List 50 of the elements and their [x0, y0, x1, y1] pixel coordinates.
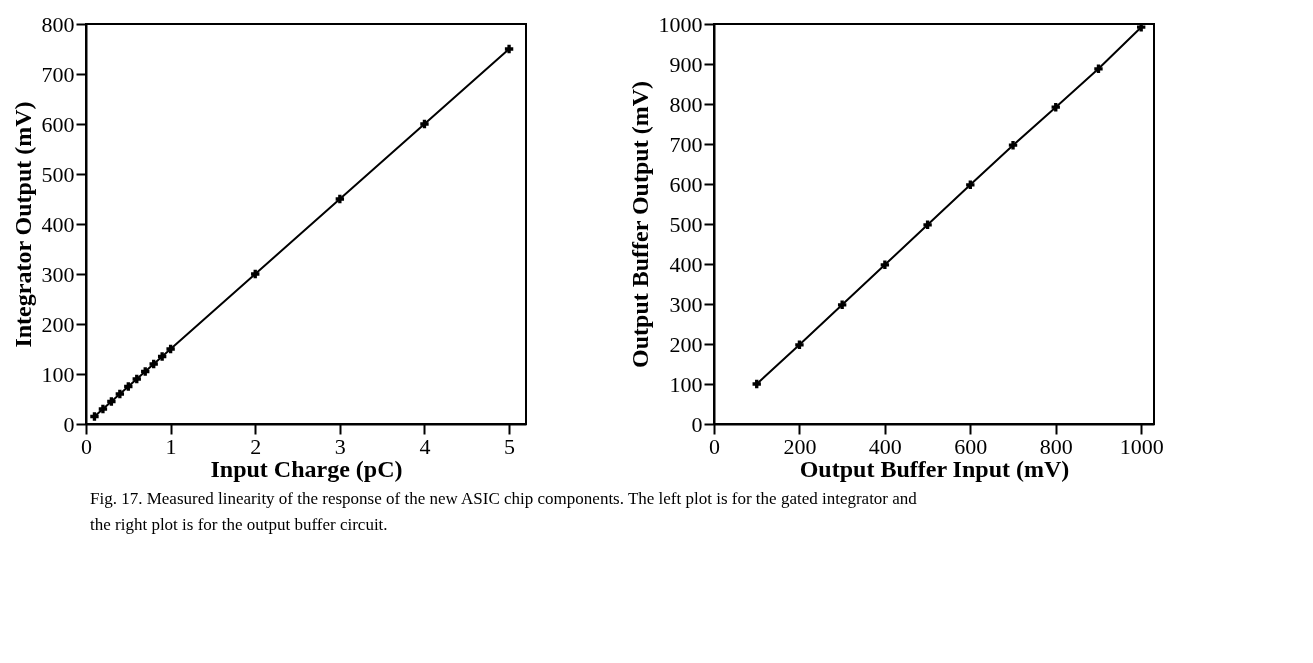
y-tick-label: 0	[63, 411, 75, 437]
y-tick-label: 400	[669, 251, 703, 277]
point	[141, 367, 150, 376]
y-axis-title: Output Buffer Output (mV)	[626, 81, 653, 368]
point	[795, 340, 804, 349]
point	[90, 412, 99, 421]
x-tick-label: 5	[504, 433, 516, 459]
point	[880, 260, 890, 269]
point	[115, 389, 125, 399]
point	[166, 344, 175, 354]
y-tick-label: 200	[669, 331, 703, 357]
y-tick-label: 1000	[658, 11, 703, 37]
y-tick-label: 900	[669, 51, 703, 77]
point	[837, 300, 847, 309]
y-axis-title: Integrator Output (mV)	[9, 101, 36, 348]
y-tick-label: 700	[41, 61, 75, 87]
y-tick-label: 600	[669, 171, 703, 197]
point	[149, 359, 158, 369]
y-tick-label: 100	[669, 371, 703, 397]
point	[420, 119, 429, 129]
y-tick-label: 300	[41, 261, 75, 287]
y-tick-label: 0	[691, 411, 703, 437]
point	[923, 220, 932, 229]
y-tick-label: 800	[669, 91, 703, 117]
y-tick-label: 500	[669, 211, 703, 237]
point	[1094, 64, 1103, 73]
x-tick-label: 1000	[1119, 433, 1164, 459]
point	[157, 352, 167, 361]
y-tick-label: 500	[41, 161, 75, 187]
x-tick-label: 0	[709, 433, 720, 459]
point	[335, 194, 345, 204]
x-tick-label: 4	[419, 433, 431, 459]
y-tick-label: 600	[41, 111, 75, 137]
point	[752, 379, 761, 389]
point	[98, 404, 108, 414]
y-tick-label: 800	[41, 11, 75, 37]
y-tick-label: 100	[41, 361, 75, 387]
y-tick-label: 700	[669, 131, 703, 157]
x-tick-label: 0	[81, 433, 92, 459]
point	[1008, 141, 1018, 150]
point	[132, 374, 141, 384]
x-tick-label: 1	[165, 433, 177, 459]
point	[251, 269, 260, 279]
caption: Fig. 17. Measured linearity of the response of the new ASIC chip components. The left plot is for the gated integrator and the right plot is for the output buffer circuit.	[90, 489, 918, 534]
y-tick-label: 200	[41, 311, 75, 337]
point	[124, 382, 133, 391]
y-tick-label: 300	[669, 291, 703, 317]
point	[504, 44, 514, 54]
point	[107, 397, 116, 406]
y-tick-label: 400	[41, 211, 75, 237]
